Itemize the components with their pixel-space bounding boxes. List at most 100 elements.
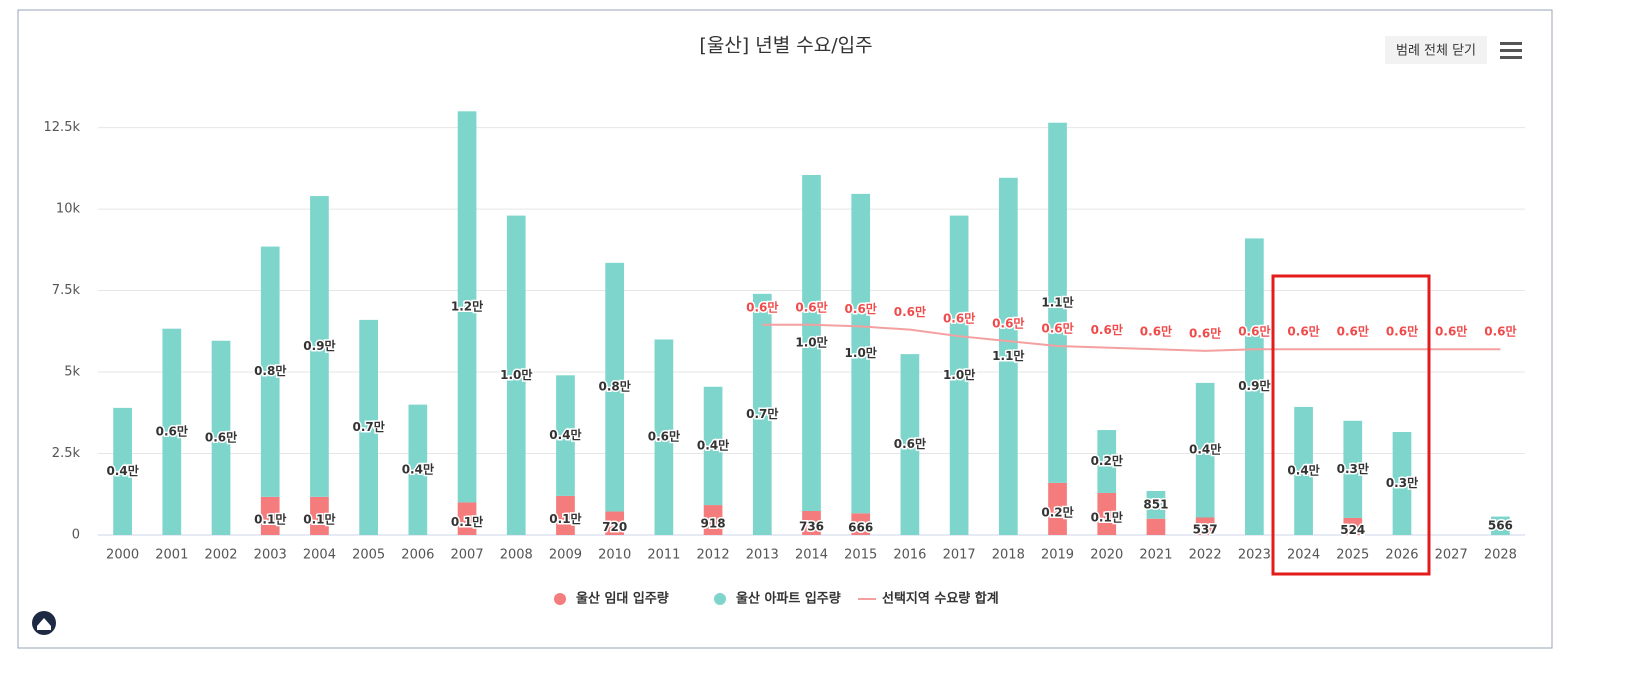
bar-value-label: 1.1만 bbox=[1041, 294, 1073, 309]
bar bbox=[1048, 482, 1067, 535]
bar-value-label: 0.6만 bbox=[894, 436, 926, 451]
bar-value-label: 0.4만 bbox=[1189, 442, 1221, 457]
bar bbox=[260, 496, 280, 535]
bar-value-label: 0.6만 bbox=[648, 429, 680, 444]
legend-toggle-label[interactable]: 범례 전체 닫기 bbox=[1396, 44, 1476, 59]
bar bbox=[556, 495, 575, 535]
bar bbox=[851, 513, 871, 535]
legend-label: 선택지역 수요량 합계 bbox=[882, 591, 999, 607]
bar-value-label: 0.2만 bbox=[1091, 453, 1123, 468]
x-tick-label: 2000 bbox=[106, 548, 139, 563]
bar bbox=[1392, 432, 1412, 535]
x-tick-label: 2008 bbox=[500, 548, 533, 563]
x-tick-label: 2009 bbox=[549, 548, 582, 563]
line-value-label: 0.6만 bbox=[894, 304, 926, 319]
x-tick-label: 2018 bbox=[992, 548, 1025, 563]
menu-bar bbox=[1500, 49, 1522, 52]
frame bbox=[17, 9, 1553, 649]
bar bbox=[605, 262, 625, 512]
legend-marker bbox=[714, 593, 726, 605]
bar-value-label: 736 bbox=[799, 520, 824, 534]
bar-value-label: 0.7만 bbox=[746, 406, 778, 421]
bar-value-label: 0.4만 bbox=[1287, 462, 1319, 477]
x-tick-label: 2006 bbox=[401, 548, 434, 563]
x-tick-label: 2026 bbox=[1385, 548, 1418, 563]
bar bbox=[556, 375, 575, 496]
bar bbox=[752, 293, 772, 535]
line-value-label: 0.6만 bbox=[1287, 324, 1319, 339]
bar-value-label: 0.6만 bbox=[205, 429, 237, 444]
x-tick-label: 2024 bbox=[1287, 548, 1320, 563]
bar bbox=[1491, 516, 1510, 535]
bar bbox=[1245, 238, 1264, 535]
bar-value-label: 666 bbox=[848, 521, 873, 535]
line-value-label: 0.6만 bbox=[1041, 320, 1073, 335]
x-tick-label: 2007 bbox=[451, 548, 484, 563]
line bbox=[762, 323, 1501, 352]
bar-value-label: 524 bbox=[1340, 523, 1365, 537]
x-tick-label: 2001 bbox=[155, 548, 188, 563]
bar bbox=[457, 111, 477, 503]
bar bbox=[703, 505, 723, 535]
bar bbox=[1097, 430, 1117, 493]
bar-value-label: 1.0만 bbox=[845, 345, 877, 360]
logo-mark bbox=[37, 618, 51, 630]
bar-value-label: 0.9만 bbox=[1238, 378, 1270, 393]
bar bbox=[703, 386, 723, 506]
bar-value-label: 0.1만 bbox=[451, 514, 483, 529]
x-tick-label: 2027 bbox=[1435, 548, 1468, 563]
line-value-label: 0.6만 bbox=[1484, 324, 1516, 339]
y-tick-label: 12.5k bbox=[44, 120, 81, 135]
y-tick-label: 10k bbox=[56, 202, 81, 217]
bar-value-label: 0.4만 bbox=[697, 437, 729, 452]
x-tick-label: 2019 bbox=[1041, 548, 1074, 563]
legend-toggle[interactable] bbox=[1385, 36, 1487, 64]
x-tick-label: 2012 bbox=[697, 548, 730, 563]
bar bbox=[1195, 382, 1215, 518]
bar bbox=[900, 354, 920, 535]
bar bbox=[113, 407, 132, 535]
legend-marker bbox=[554, 593, 566, 605]
line-value-label: 0.6만 bbox=[1091, 322, 1123, 337]
bar-value-label: 0.1만 bbox=[254, 511, 286, 526]
x-tick-label: 2004 bbox=[303, 548, 336, 563]
bar bbox=[211, 340, 231, 535]
x-tick-label: 2011 bbox=[647, 548, 680, 563]
bar bbox=[1097, 492, 1117, 535]
x-tick-label: 2005 bbox=[352, 548, 385, 563]
bar bbox=[1294, 406, 1313, 535]
bar-value-label: 1.1만 bbox=[992, 348, 1024, 363]
line-value-label: 0.6만 bbox=[746, 299, 778, 314]
bar-value-label: 0.1만 bbox=[303, 511, 335, 526]
bar bbox=[851, 193, 871, 514]
bar-value-label: 0.8만 bbox=[599, 379, 631, 394]
bar-value-label: 1.0만 bbox=[500, 367, 532, 382]
bar-value-label: 0.4만 bbox=[549, 427, 581, 442]
bar bbox=[802, 174, 821, 512]
x-tick-label: 2025 bbox=[1336, 548, 1369, 563]
bar bbox=[506, 215, 526, 535]
bar-value-label: 0.3만 bbox=[1337, 461, 1369, 476]
legend-label: 울산 아파트 입주량 bbox=[736, 591, 841, 607]
bar-value-label: 1.0만 bbox=[795, 334, 827, 349]
bar-value-label: 0.1만 bbox=[549, 511, 581, 526]
x-tick-label: 2016 bbox=[893, 548, 926, 563]
x-tick-label: 2010 bbox=[598, 548, 631, 563]
y-tick-label: 2.5k bbox=[52, 446, 81, 461]
x-tick-label: 2017 bbox=[943, 548, 976, 563]
chart-title: [울산] 년별 수요/입주 bbox=[699, 35, 872, 57]
bar-value-label: 537 bbox=[1193, 523, 1218, 537]
bar bbox=[162, 328, 182, 535]
bar bbox=[1195, 517, 1215, 535]
bar-value-label: 0.7만 bbox=[352, 419, 384, 434]
bar-value-label: 851 bbox=[1143, 497, 1168, 511]
line-value-label: 0.6만 bbox=[1435, 324, 1467, 339]
bar-value-label: 918 bbox=[701, 517, 726, 531]
bar-value-label: 0.1만 bbox=[1091, 509, 1123, 524]
bar bbox=[1146, 518, 1166, 535]
x-tick-label: 2015 bbox=[844, 548, 877, 563]
line-value-label: 0.6만 bbox=[943, 311, 975, 326]
x-tick-label: 2023 bbox=[1238, 548, 1271, 563]
x-tick-label: 2022 bbox=[1189, 548, 1222, 563]
menu-icon[interactable] bbox=[1500, 42, 1522, 59]
